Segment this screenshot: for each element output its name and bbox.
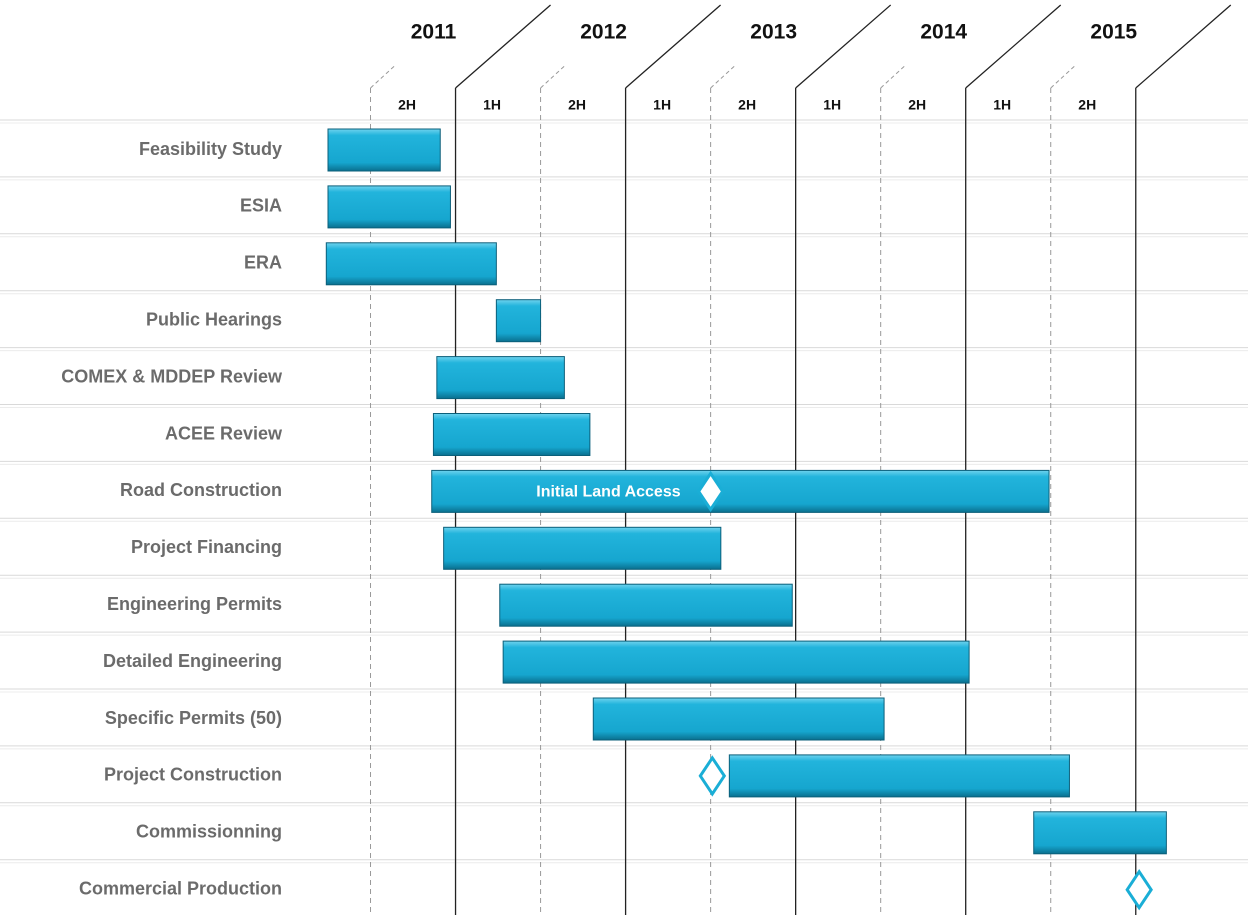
bar	[592, 697, 885, 741]
task-label: Detailed Engineering	[103, 651, 282, 671]
task-label: Specific Permits (50)	[105, 708, 282, 728]
task-label: Feasibility Study	[139, 139, 282, 159]
year-label: 2011	[411, 21, 457, 44]
task-label: COMEX & MDDEP Review	[61, 366, 283, 386]
task-label: Project Construction	[104, 765, 282, 785]
bar	[327, 185, 451, 229]
header-slant	[625, 4, 722, 89]
bar	[1033, 811, 1167, 855]
half-label: 1H	[483, 97, 501, 113]
year-label: 2012	[580, 21, 627, 44]
milestone	[698, 755, 727, 797]
milestone-label: Initial Land Access	[536, 484, 680, 501]
half-label: 2H	[908, 97, 926, 113]
bar	[327, 128, 441, 172]
milestone	[696, 470, 725, 513]
half-label: 1H	[823, 97, 841, 113]
half-label: 2H	[568, 97, 586, 113]
year-label: 2014	[920, 21, 967, 44]
milestone	[1125, 868, 1153, 911]
bar	[502, 640, 970, 684]
bar	[499, 583, 793, 627]
header-slant	[540, 64, 566, 89]
bar	[432, 413, 591, 456]
bar	[443, 526, 722, 570]
bar	[436, 356, 565, 400]
half-label: 2H	[1078, 97, 1096, 113]
bar	[431, 469, 1050, 513]
bar	[495, 299, 542, 343]
task-label: ESIA	[240, 196, 282, 216]
task-label: ACEE Review	[165, 423, 283, 443]
bar	[325, 242, 497, 286]
year-label: 2015	[1090, 21, 1137, 44]
year-label: 2013	[750, 21, 797, 44]
header-slant	[1050, 64, 1077, 89]
half-label: 2H	[398, 97, 416, 113]
task-label: Public Hearings	[146, 309, 282, 329]
task-label: Commercial Production	[79, 878, 282, 898]
bar	[728, 754, 1070, 798]
header-slant	[370, 64, 396, 89]
task-label: Engineering Permits	[107, 594, 282, 614]
half-label: 1H	[993, 97, 1011, 113]
header-slant	[965, 4, 1062, 89]
task-label: ERA	[244, 253, 282, 273]
header-slant	[880, 64, 907, 89]
task-label: Road Construction	[120, 480, 282, 500]
header-slant	[1135, 4, 1232, 89]
header-slant	[455, 4, 551, 89]
half-label: 2H	[738, 97, 756, 113]
task-label: Project Financing	[131, 537, 282, 557]
header-slant	[795, 4, 892, 89]
header-slant	[710, 64, 736, 89]
half-label: 1H	[653, 97, 671, 113]
task-label: Commissionning	[136, 822, 282, 842]
